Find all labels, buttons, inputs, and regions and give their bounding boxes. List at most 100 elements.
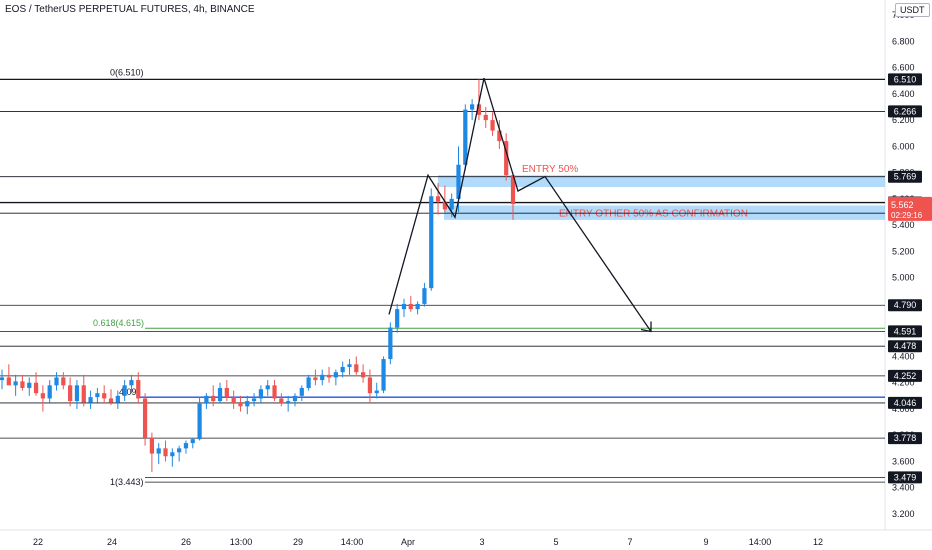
candle-body: [422, 288, 427, 304]
price-label: 6.510: [894, 74, 917, 84]
candle-body: [381, 359, 386, 391]
fib-label: 0(6.510): [110, 67, 144, 77]
x-tick-label: 24: [107, 537, 117, 547]
projection-arrowhead: [640, 321, 652, 333]
candle-body: [483, 114, 488, 121]
y-tick-label: 6.800: [892, 36, 915, 46]
candle-body: [170, 452, 175, 457]
candle-body: [129, 380, 134, 386]
candle-body: [395, 309, 400, 328]
x-tick-label: 12: [813, 537, 823, 547]
candle-body: [61, 377, 66, 386]
candle-body: [279, 398, 284, 404]
candle-body: [449, 198, 454, 210]
candle-body: [74, 385, 80, 402]
candle-body: [13, 381, 18, 386]
candle-body: [27, 382, 32, 388]
price-label: 4.252: [894, 371, 917, 381]
candle-body: [217, 387, 223, 402]
candle-body: [340, 366, 345, 373]
candle-body: [292, 395, 298, 402]
candle-body: [265, 385, 270, 390]
candle-body: [442, 201, 447, 210]
candle-body: [190, 439, 195, 444]
candle-body: [463, 109, 468, 165]
candle-body: [40, 393, 45, 399]
price-label-box: [888, 73, 922, 86]
candle-body: [510, 175, 516, 205]
candle-body: [20, 381, 25, 388]
x-tick-label: 3: [479, 537, 484, 547]
y-tick-label: 3.200: [892, 509, 915, 519]
candle-body: [333, 372, 338, 378]
candle-body: [108, 398, 114, 403]
candle-body: [313, 377, 318, 381]
current-price-box: [888, 196, 932, 221]
price-label-box: [888, 170, 922, 183]
candle-body: [456, 164, 461, 199]
candle-body: [183, 443, 189, 449]
candle-body: [142, 398, 148, 438]
y-tick-label: 5.400: [892, 220, 915, 230]
x-tick-label: 13:00: [230, 537, 253, 547]
y-tick-label: 4.200: [892, 378, 915, 388]
candle-body: [224, 387, 229, 398]
candle-body: [476, 104, 482, 115]
candle-body: [163, 448, 168, 457]
price-label-box: [888, 471, 922, 484]
price-label-box: [888, 325, 922, 338]
candle-body: [238, 403, 243, 407]
price-label: 4.046: [894, 398, 917, 408]
price-label: 3.479: [894, 472, 917, 482]
price-label: 4.478: [894, 341, 917, 351]
candle-body: [258, 389, 264, 399]
candle-body: [504, 141, 509, 176]
price-label-box: [888, 396, 922, 409]
candle-body: [136, 380, 141, 399]
candle-body: [156, 448, 161, 454]
price-label-box: [888, 105, 922, 118]
fib-label: 0.618(4.615): [93, 318, 144, 328]
candle-body: [204, 395, 209, 404]
price-label: 5.769: [894, 172, 917, 182]
y-tick-label: 6.400: [892, 89, 915, 99]
x-tick-label: 26: [181, 537, 191, 547]
candle-body: [211, 395, 216, 402]
price-label: 3.778: [894, 433, 917, 443]
price-label-box: [888, 369, 922, 382]
y-tick-label: 6.200: [892, 115, 915, 125]
y-tick-label: 5.200: [892, 246, 915, 256]
x-tick-label: 9: [703, 537, 708, 547]
y-tick-label: 4.400: [892, 351, 915, 361]
candle-body: [374, 390, 379, 394]
y-tick-label: 6.600: [892, 63, 915, 73]
candle-body: [149, 437, 155, 454]
candle-body: [115, 395, 120, 403]
candle-body: [299, 387, 304, 396]
candle-body: [0, 377, 5, 381]
y-tick-label: 4.000: [892, 404, 915, 414]
candle-body: [326, 374, 332, 378]
candle-body: [272, 385, 277, 399]
current-price-value: 5.562: [891, 200, 914, 210]
zone-label: ENTRY OTHER 50% AS CONFIRMATION: [559, 208, 748, 219]
candle-body: [54, 377, 59, 386]
price-label: 4.591: [894, 326, 917, 336]
y-tick-label: 3.600: [892, 456, 915, 466]
projection-path: [388, 77, 652, 332]
candle-body: [68, 385, 73, 402]
candle-body: [320, 374, 325, 381]
candle-body: [360, 372, 366, 378]
candle-body: [470, 104, 475, 110]
y-tick-label: 5.000: [892, 273, 915, 283]
currency-button[interactable]: USDT: [895, 3, 930, 17]
price-label-box: [888, 299, 922, 312]
candle-body: [95, 393, 100, 398]
price-label-box: [888, 340, 922, 353]
candle-body: [490, 120, 495, 131]
y-tick-label: 6.000: [892, 141, 915, 151]
candle-body: [388, 327, 393, 360]
candle-body: [245, 401, 250, 407]
candle-body: [81, 385, 86, 403]
